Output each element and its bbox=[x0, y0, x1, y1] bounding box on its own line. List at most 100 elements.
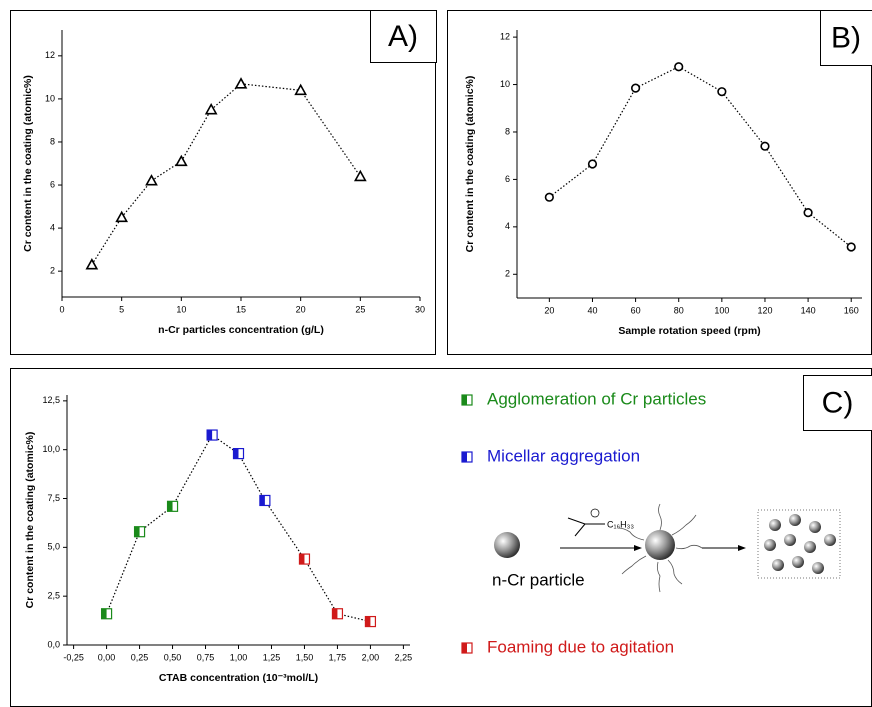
connector bbox=[304, 559, 337, 614]
x-tick-label: 80 bbox=[674, 305, 684, 315]
x-tick-label: 0,00 bbox=[98, 652, 116, 662]
arrow-head bbox=[634, 545, 642, 551]
marker-fill bbox=[365, 617, 370, 627]
x-tick-label: 40 bbox=[587, 305, 597, 315]
particle-icon bbox=[645, 530, 675, 560]
marker-fill bbox=[299, 554, 304, 564]
marker bbox=[632, 84, 640, 92]
x-tick-label: 15 bbox=[236, 304, 246, 314]
x-axis-title: CTAB concentration (10⁻³mol/L) bbox=[159, 672, 318, 684]
figure: n-Cr particle C₁₆H₃₃ A) 0 5 10 15 20 25 30 2 4 6 8 1… bbox=[0, 0, 872, 707]
y-tick-label: 12 bbox=[45, 50, 55, 60]
marker bbox=[207, 430, 217, 440]
marker bbox=[675, 63, 683, 71]
connector bbox=[636, 67, 679, 88]
bond bbox=[575, 524, 585, 536]
x-axis-title: Sample rotation speed (rpm) bbox=[618, 325, 760, 337]
arrow-head bbox=[738, 545, 746, 551]
marker bbox=[847, 243, 855, 251]
y-axis-title: Cr content in the coating (atomic%) bbox=[24, 432, 36, 609]
connector bbox=[808, 213, 851, 247]
marker bbox=[102, 609, 112, 619]
connector bbox=[549, 164, 592, 197]
marker bbox=[462, 452, 472, 462]
y-tick-label: 10 bbox=[45, 93, 55, 103]
connector bbox=[173, 435, 213, 506]
y-tick-label: 8 bbox=[50, 136, 55, 146]
y-tick-label: 10,0 bbox=[42, 444, 60, 454]
marker-fill bbox=[462, 452, 467, 462]
x-tick-label: 0,50 bbox=[164, 652, 182, 662]
marker bbox=[546, 193, 554, 201]
connector bbox=[241, 84, 301, 90]
panel-label: C) bbox=[822, 386, 854, 419]
x-tick-label: 160 bbox=[844, 305, 859, 315]
bond bbox=[568, 518, 585, 524]
particle-label: n-Cr particle bbox=[492, 570, 585, 589]
x-tick-label: 20 bbox=[296, 304, 306, 314]
connector bbox=[265, 500, 305, 559]
x-tick-label: 60 bbox=[631, 305, 641, 315]
y-tick-label: 2,5 bbox=[47, 591, 60, 601]
connector bbox=[592, 88, 635, 164]
y-tick-label: 8 bbox=[505, 126, 510, 136]
legend-label: Agglomeration of Cr particles bbox=[487, 389, 706, 408]
y-tick-label: 6 bbox=[505, 174, 510, 184]
marker bbox=[135, 527, 145, 537]
x-axis-title: n-Cr particles concentration (g/L) bbox=[158, 324, 324, 336]
x-tick-label: 2,25 bbox=[395, 652, 413, 662]
x-tick-label: 100 bbox=[714, 305, 729, 315]
y-tick-label: 4 bbox=[505, 221, 510, 231]
x-tick-label: 5 bbox=[119, 304, 124, 314]
marker-fill bbox=[135, 527, 140, 537]
marker bbox=[462, 395, 472, 405]
x-tick-label: 0 bbox=[59, 304, 64, 314]
y-tick-label: 2 bbox=[50, 266, 55, 276]
page: n-Cr particle C₁₆H₃₃ A) 0 5 10 15 20 25 30 2 4 6 8 1… bbox=[0, 0, 872, 707]
marker bbox=[147, 176, 157, 185]
marker bbox=[234, 449, 244, 459]
marker bbox=[168, 501, 178, 511]
connector bbox=[239, 454, 265, 501]
micelle-diagram: n-Cr particle C₁₆H₃₃ bbox=[492, 504, 840, 592]
x-tick-label: 0,25 bbox=[131, 652, 149, 662]
marker bbox=[87, 260, 97, 269]
y-tick-label: 5,0 bbox=[47, 542, 60, 552]
charge-icon bbox=[591, 509, 599, 517]
marker bbox=[589, 160, 597, 168]
marker bbox=[462, 643, 472, 653]
y-tick-label: 2 bbox=[505, 269, 510, 279]
marker-fill bbox=[462, 395, 467, 405]
x-tick-label: 1,75 bbox=[329, 652, 347, 662]
connector bbox=[679, 67, 722, 92]
connector bbox=[107, 532, 140, 614]
x-tick-label: 1,50 bbox=[296, 652, 314, 662]
connector bbox=[122, 181, 152, 218]
marker bbox=[332, 609, 342, 619]
y-tick-label: 6 bbox=[50, 179, 55, 189]
y-tick-label: 10 bbox=[500, 79, 510, 89]
marker bbox=[206, 105, 216, 114]
marker bbox=[236, 79, 246, 88]
marker bbox=[299, 554, 309, 564]
legend-label: Micellar aggregation bbox=[487, 446, 640, 465]
marker-fill bbox=[234, 449, 239, 459]
y-axis-title: Cr content in the coating (atomic%) bbox=[464, 76, 476, 253]
x-tick-label: 2,00 bbox=[362, 652, 380, 662]
y-tick-label: 7,5 bbox=[47, 493, 60, 503]
y-tick-label: 0,0 bbox=[47, 639, 60, 649]
x-tick-label: 0,75 bbox=[197, 652, 215, 662]
connector bbox=[765, 146, 808, 212]
x-tick-label: 20 bbox=[544, 305, 554, 315]
panel-label: A) bbox=[388, 20, 418, 53]
connector bbox=[92, 217, 122, 264]
marker-fill bbox=[332, 609, 337, 619]
marker bbox=[804, 209, 812, 217]
y-tick-label: 12,5 bbox=[42, 395, 60, 405]
x-tick-label: 25 bbox=[355, 304, 365, 314]
particle-icon bbox=[494, 532, 520, 558]
marker bbox=[365, 617, 375, 627]
x-tick-label: 10 bbox=[176, 304, 186, 314]
marker bbox=[761, 142, 769, 150]
x-tick-label: 30 bbox=[415, 304, 425, 314]
